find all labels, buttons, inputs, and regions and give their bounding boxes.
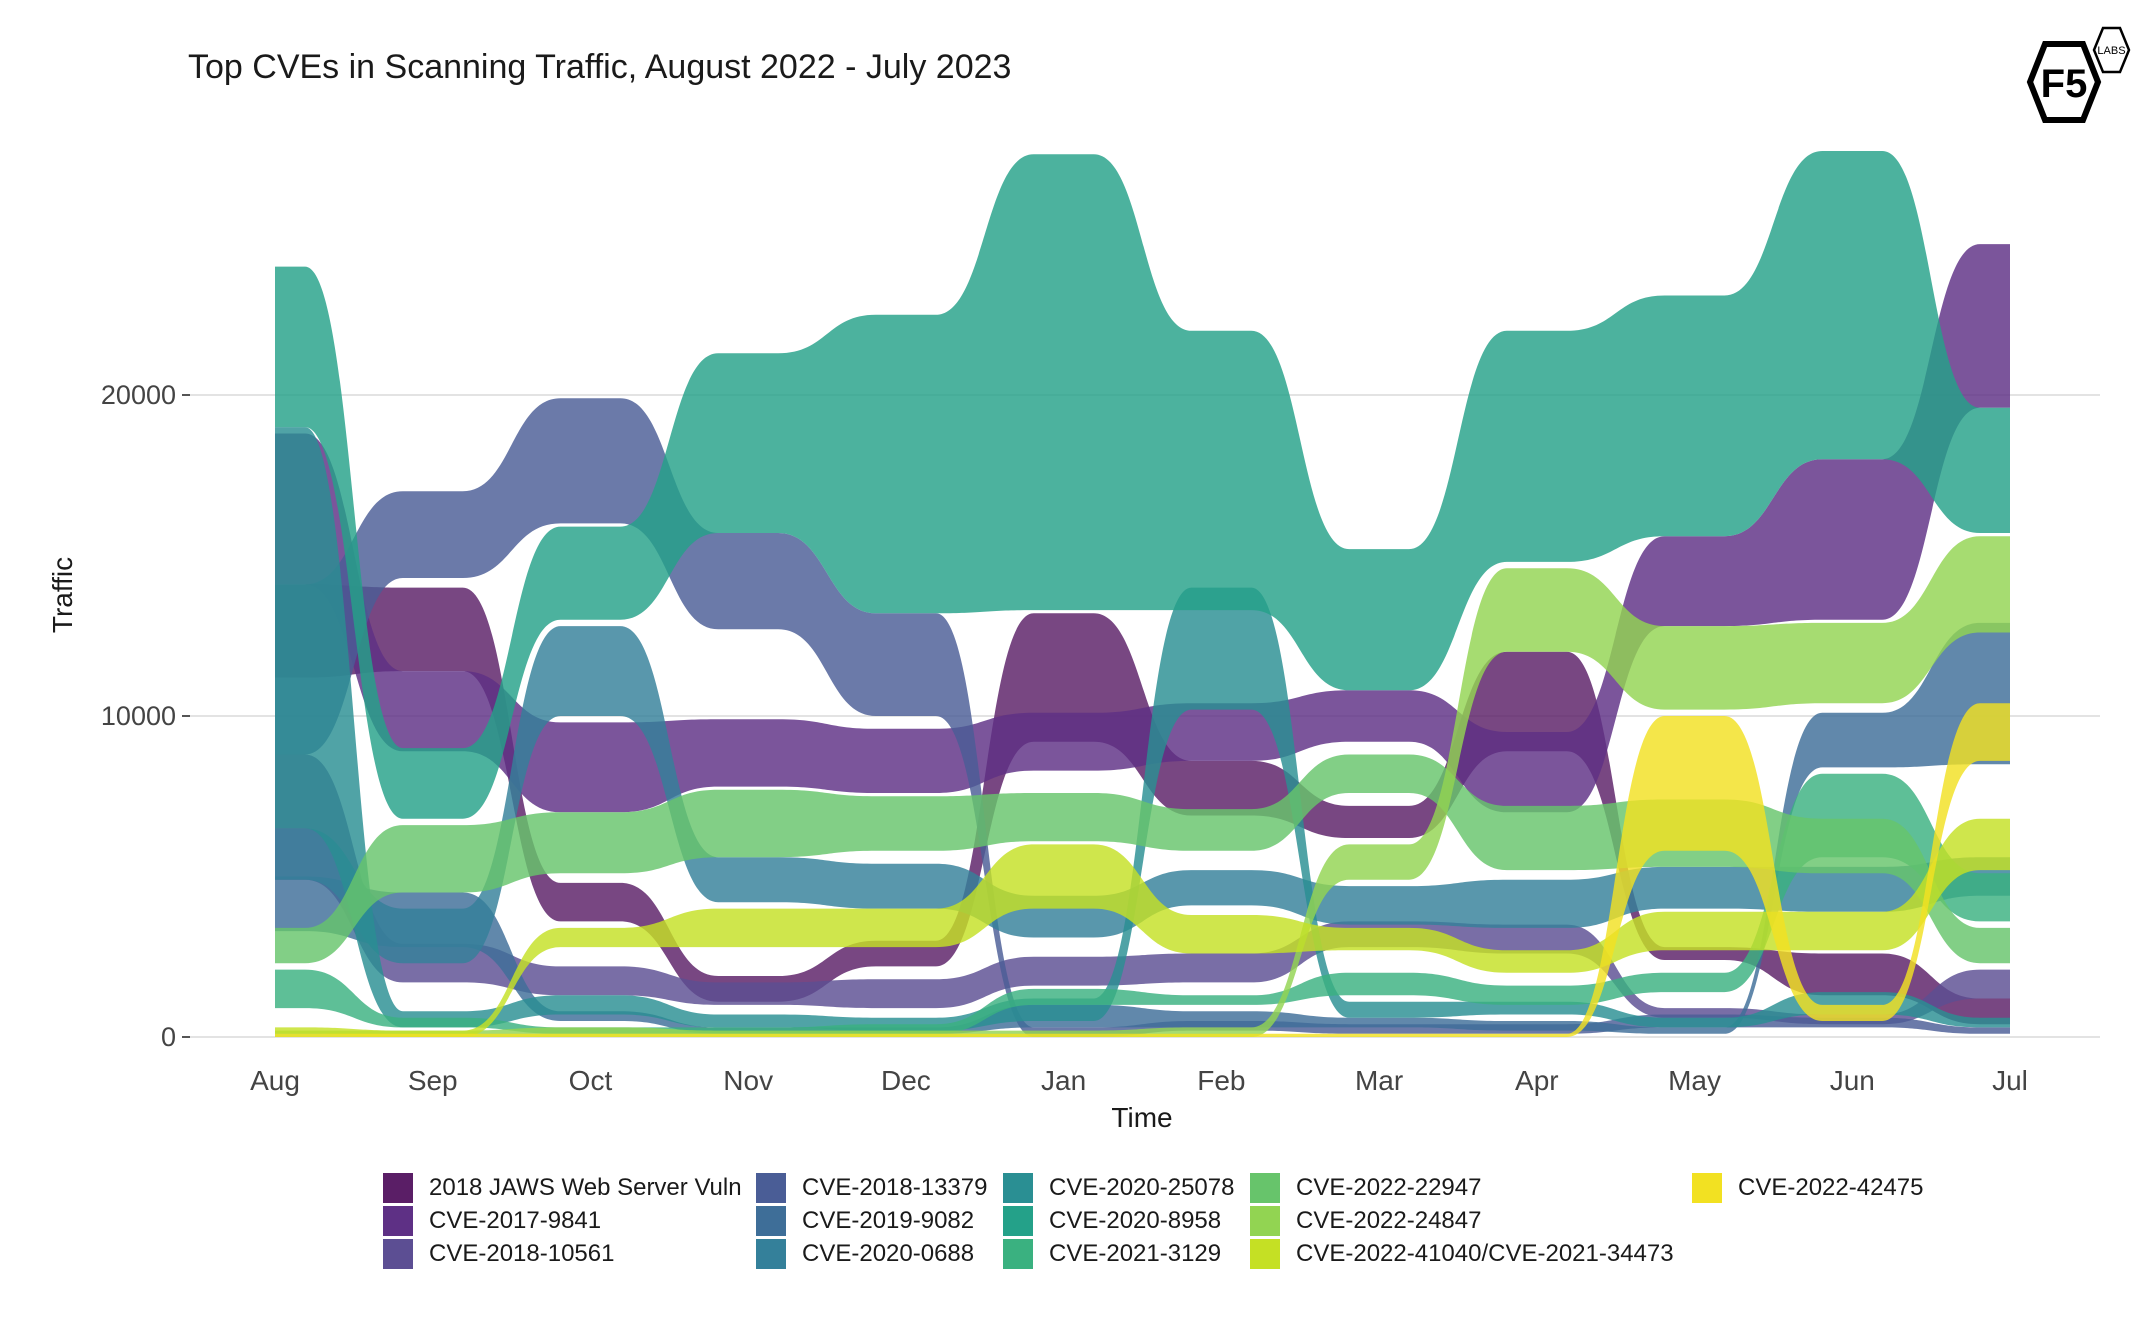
x-axis-label: Time	[1111, 1102, 1172, 1133]
legend-swatch	[383, 1239, 413, 1269]
x-tick-label: Jul	[1992, 1065, 2028, 1096]
legend-label: CVE-2019-9082	[802, 1207, 975, 1234]
legend-item: CVE-2020-25078	[1003, 1172, 1234, 1204]
x-tick-label: Jun	[1830, 1065, 1875, 1096]
legend-item: CVE-2022-24847	[1250, 1205, 1481, 1237]
x-tick-label: Nov	[723, 1065, 773, 1096]
legend-swatch	[1003, 1239, 1033, 1269]
legend-label: CVE-2022-42475	[1738, 1174, 1924, 1201]
series-band-7	[275, 151, 2010, 819]
legend-swatch	[1250, 1173, 1280, 1203]
legend-swatch	[383, 1173, 413, 1203]
legend-label: CVE-2018-10561	[429, 1240, 615, 1267]
x-tick-label: Feb	[1197, 1065, 1245, 1096]
legend-item: CVE-2021-3129	[1003, 1238, 1221, 1270]
legend-label: 2018 JAWS Web Server Vuln	[429, 1174, 742, 1201]
series-band-2	[275, 754, 2010, 1025]
y-tick-label: 10000	[101, 701, 176, 731]
legend-item: CVE-2020-8958	[1003, 1205, 1221, 1237]
x-tick-label: Oct	[569, 1065, 613, 1096]
legend-swatch	[756, 1239, 786, 1269]
x-tick-label: Sep	[408, 1065, 458, 1096]
legend-swatch	[756, 1173, 786, 1203]
series-band-9	[275, 754, 2010, 964]
legend-item: 2018 JAWS Web Server Vuln	[383, 1172, 742, 1204]
y-tick-label: 20000	[101, 380, 176, 410]
legend-swatch	[1003, 1173, 1033, 1203]
legend-label: CVE-2020-25078	[1049, 1174, 1235, 1201]
legend-item: CVE-2020-0688	[756, 1238, 974, 1270]
x-tick-label: May	[1668, 1065, 1721, 1096]
series-bands	[275, 151, 2010, 1037]
legend: 2018 JAWS Web Server Vuln CVE-2017-9841 CV…	[383, 1172, 2083, 1292]
legend-item: CVE-2022-42475	[1692, 1172, 1923, 1204]
x-tick-label: Apr	[1515, 1065, 1559, 1096]
legend-item: CVE-2019-9082	[756, 1205, 974, 1237]
x-tick-label: Dec	[881, 1065, 931, 1096]
chart-canvas: 0 10000 20000 Aug Sep Oct Nov Dec Jan Feb Mar Apr Ma…	[47, 151, 2100, 1133]
legend-label: CVE-2018-13379	[802, 1174, 988, 1201]
legend-label: CVE-2020-0688	[802, 1240, 975, 1267]
series-band-5	[275, 626, 2010, 964]
legend-swatch	[1003, 1206, 1033, 1236]
x-tick-label: Jan	[1041, 1065, 1086, 1096]
legend-item: CVE-2018-13379	[756, 1172, 987, 1204]
legend-item: CVE-2017-9841	[383, 1205, 601, 1237]
legend-label: CVE-2020-8958	[1049, 1207, 1222, 1234]
legend-swatch	[1250, 1239, 1280, 1269]
legend-label: CVE-2021-3129	[1049, 1240, 1222, 1267]
logo-brand: F5	[2041, 62, 2088, 106]
series-band-0	[275, 584, 2010, 1025]
legend-swatch	[1692, 1173, 1722, 1203]
legend-item: CVE-2022-41040/CVE-2021-34473	[1250, 1238, 1674, 1270]
axes: 0 10000 20000 Aug Sep Oct Nov Dec Jan Feb Mar Apr Ma…	[101, 380, 2028, 1096]
legend-item: CVE-2022-22947	[1250, 1172, 1481, 1204]
legend-item: CVE-2018-10561	[383, 1238, 614, 1270]
chart-title: Top CVEs in Scanning Traffic, August 202…	[188, 48, 1012, 86]
x-tick-label: Mar	[1355, 1065, 1403, 1096]
legend-label: CVE-2022-22947	[1296, 1174, 1482, 1201]
f5-labs-logo: F5 LABS	[1998, 24, 2138, 159]
logo-sub: LABS	[2097, 45, 2125, 57]
series-band-3	[275, 398, 2010, 1037]
x-tick-label: Aug	[250, 1065, 300, 1096]
legend-swatch	[383, 1206, 413, 1236]
y-axis-label: Traffic	[47, 557, 78, 633]
legend-swatch	[1250, 1206, 1280, 1236]
series-band-8	[275, 773, 2010, 1034]
legend-swatch	[756, 1206, 786, 1236]
legend-label: CVE-2017-9841	[429, 1207, 602, 1234]
legend-label: CVE-2022-24847	[1296, 1207, 1482, 1234]
legend-label: CVE-2022-41040/CVE-2021-34473	[1296, 1240, 1674, 1267]
y-tick-label: 0	[161, 1022, 176, 1052]
series-band-11	[275, 818, 2010, 1037]
